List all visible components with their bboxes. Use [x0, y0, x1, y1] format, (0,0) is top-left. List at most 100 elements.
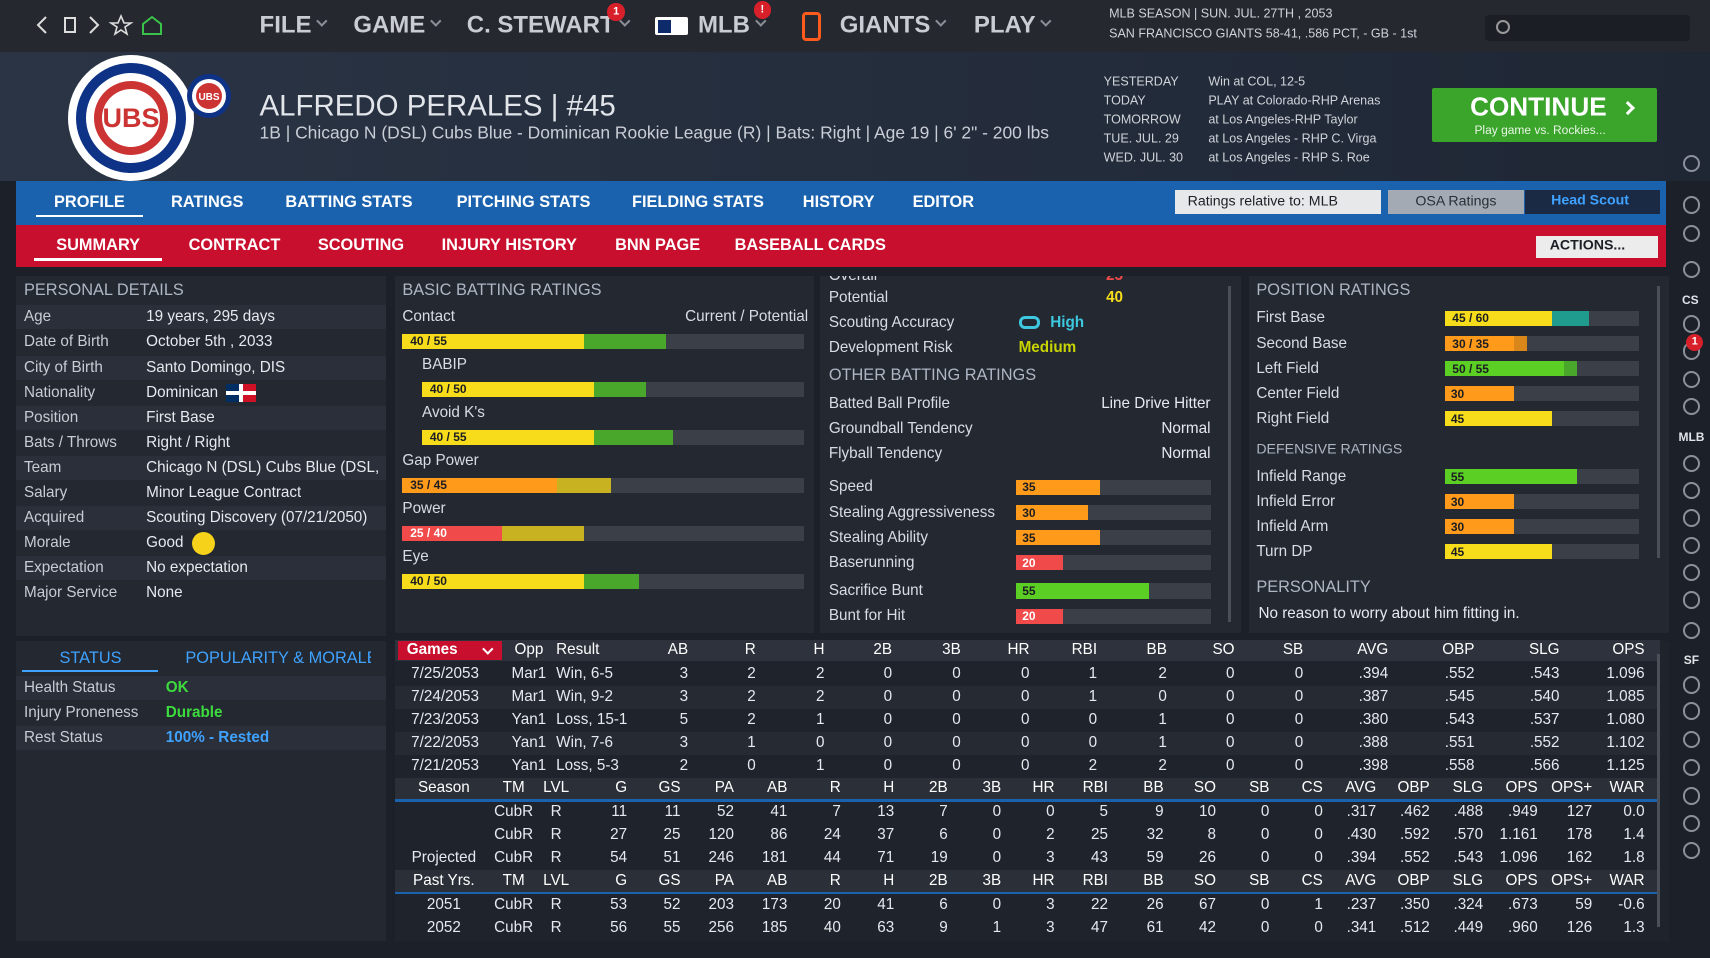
table-cell: 54	[610, 849, 628, 867]
table-cell: 9	[939, 918, 948, 936]
bar-label-box	[1444, 519, 1471, 535]
tab[interactable]: STATUS	[59, 648, 122, 667]
tab[interactable]: PITCHING STATS	[456, 193, 591, 212]
table-cell: .488	[1453, 803, 1484, 821]
table-cell: R	[550, 918, 562, 936]
table-cell: 181	[761, 849, 788, 867]
side-icon[interactable]	[1682, 676, 1701, 694]
menu[interactable]: GAME	[353, 11, 426, 39]
table-cell: 2	[679, 756, 689, 774]
side-icon[interactable]	[1682, 154, 1701, 173]
menu[interactable]: C. STEWART	[466, 11, 615, 39]
table-cell: Loss, 5-3	[556, 756, 619, 774]
table-cell: 0	[1158, 687, 1167, 705]
table-cell: 20	[823, 896, 841, 913]
side-icon[interactable]	[1682, 702, 1701, 720]
table-cell: 19	[930, 849, 948, 867]
table-cell: 59	[1575, 896, 1593, 913]
subtab[interactable]: BNN PAGE	[615, 236, 701, 255]
tab[interactable]: BATTING STATS	[285, 193, 413, 212]
actions-button[interactable]	[1535, 235, 1658, 259]
table-cell: Yan1	[511, 710, 547, 728]
rating-value: Medium	[1018, 338, 1077, 356]
table-cell: 246	[708, 849, 734, 867]
games-dropdown[interactable]	[398, 641, 502, 660]
side-icon[interactable]	[1682, 730, 1701, 749]
bar-label-box	[1444, 310, 1497, 327]
side-icon[interactable]	[1682, 759, 1701, 777]
rating-name: Power	[402, 500, 446, 518]
side-icon[interactable]	[1682, 536, 1701, 554]
rating-name: Center Field	[1256, 384, 1340, 402]
rating-name: First Base	[1256, 309, 1325, 327]
dropdown[interactable]	[1174, 189, 1381, 214]
tab[interactable]: FIELDING STATS	[631, 193, 764, 212]
bar-current	[1041, 530, 1101, 546]
table-cell: 1	[992, 918, 1002, 936]
subtab[interactable]: CONTRACT	[188, 236, 281, 255]
tab[interactable]: HISTORY	[802, 193, 875, 212]
side-icon[interactable]	[1682, 841, 1701, 860]
menu[interactable]: FILE	[259, 11, 312, 39]
table-cell: .543	[1444, 710, 1475, 728]
badge	[1686, 333, 1704, 352]
table-cell: 0	[883, 687, 893, 705]
table-cell: 1.3	[1623, 918, 1645, 936]
side-icon[interactable]	[1682, 563, 1701, 582]
bar-current	[454, 525, 502, 541]
side-icon[interactable]	[1682, 196, 1701, 214]
detail-value: Scouting Discovery (07/21/2050)	[146, 508, 368, 526]
detail-value: No expectation	[146, 559, 248, 577]
menu[interactable]: PLAY	[973, 11, 1036, 39]
column-header: OPS	[1505, 779, 1538, 797]
table-cell: 56	[610, 918, 628, 936]
side-icon[interactable]	[1682, 482, 1701, 500]
tab[interactable]: EDITOR	[912, 193, 975, 212]
side-label: MLB	[1678, 430, 1705, 445]
column-header: 2B	[929, 779, 948, 797]
tab[interactable]: RATINGS	[171, 193, 244, 212]
side-icon[interactable]	[1682, 260, 1701, 279]
subtab[interactable]: INJURY HISTORY	[441, 236, 577, 255]
subtab[interactable]: SUMMARY	[56, 236, 141, 255]
rating-name: Groundball Tendency	[828, 419, 973, 437]
continue-button[interactable]	[1431, 88, 1657, 142]
subtab[interactable]: BASEBALL CARDS	[734, 236, 886, 255]
tab[interactable]: PROFILE	[54, 193, 125, 212]
side-icon[interactable]	[1682, 509, 1701, 527]
tab-underline	[21, 669, 159, 672]
side-icon[interactable]	[1682, 454, 1701, 473]
table-cell: .543	[1529, 664, 1560, 682]
side-icon[interactable]	[1682, 370, 1701, 389]
bar-label-box	[1444, 468, 1471, 485]
table-cell: Projected	[411, 849, 477, 867]
table-cell: 6	[939, 896, 948, 913]
table-cell: Mar1	[511, 664, 547, 682]
menu[interactable]: GIANTS	[839, 11, 931, 39]
bar-label-box	[402, 333, 455, 349]
side-icon[interactable]	[1682, 398, 1701, 416]
bar-track	[1041, 555, 1211, 571]
detail-label: Team	[23, 458, 62, 476]
player-details: 1B | Chicago N (DSL) Cubs Blue - Dominic…	[259, 122, 1050, 143]
table-cell: 1.096	[1606, 664, 1645, 682]
column-header: 3B	[982, 872, 1002, 890]
subtab[interactable]: SCOUTING	[317, 236, 405, 255]
column-header: OBP	[1397, 872, 1430, 890]
side-icon[interactable]	[1682, 224, 1701, 243]
scout-button[interactable]	[1524, 189, 1660, 214]
menu[interactable]: MLB	[697, 11, 750, 39]
osa-button[interactable]	[1388, 189, 1524, 214]
side-icon[interactable]	[1682, 814, 1701, 833]
side-icon[interactable]	[1682, 591, 1701, 609]
side-icon[interactable]	[1682, 315, 1701, 333]
side-icon[interactable]	[1682, 787, 1701, 805]
bar-label: 40 / 55	[429, 430, 467, 445]
tab[interactable]: POPULARITY & MORALE	[185, 648, 371, 667]
column-header: BB	[1146, 640, 1167, 658]
side-icon[interactable]	[1682, 621, 1701, 640]
table-cell: 0	[883, 664, 893, 682]
search-box[interactable]	[1485, 15, 1690, 41]
badge-text: 1	[1691, 335, 1698, 348]
table-cell: 3	[1046, 896, 1055, 913]
